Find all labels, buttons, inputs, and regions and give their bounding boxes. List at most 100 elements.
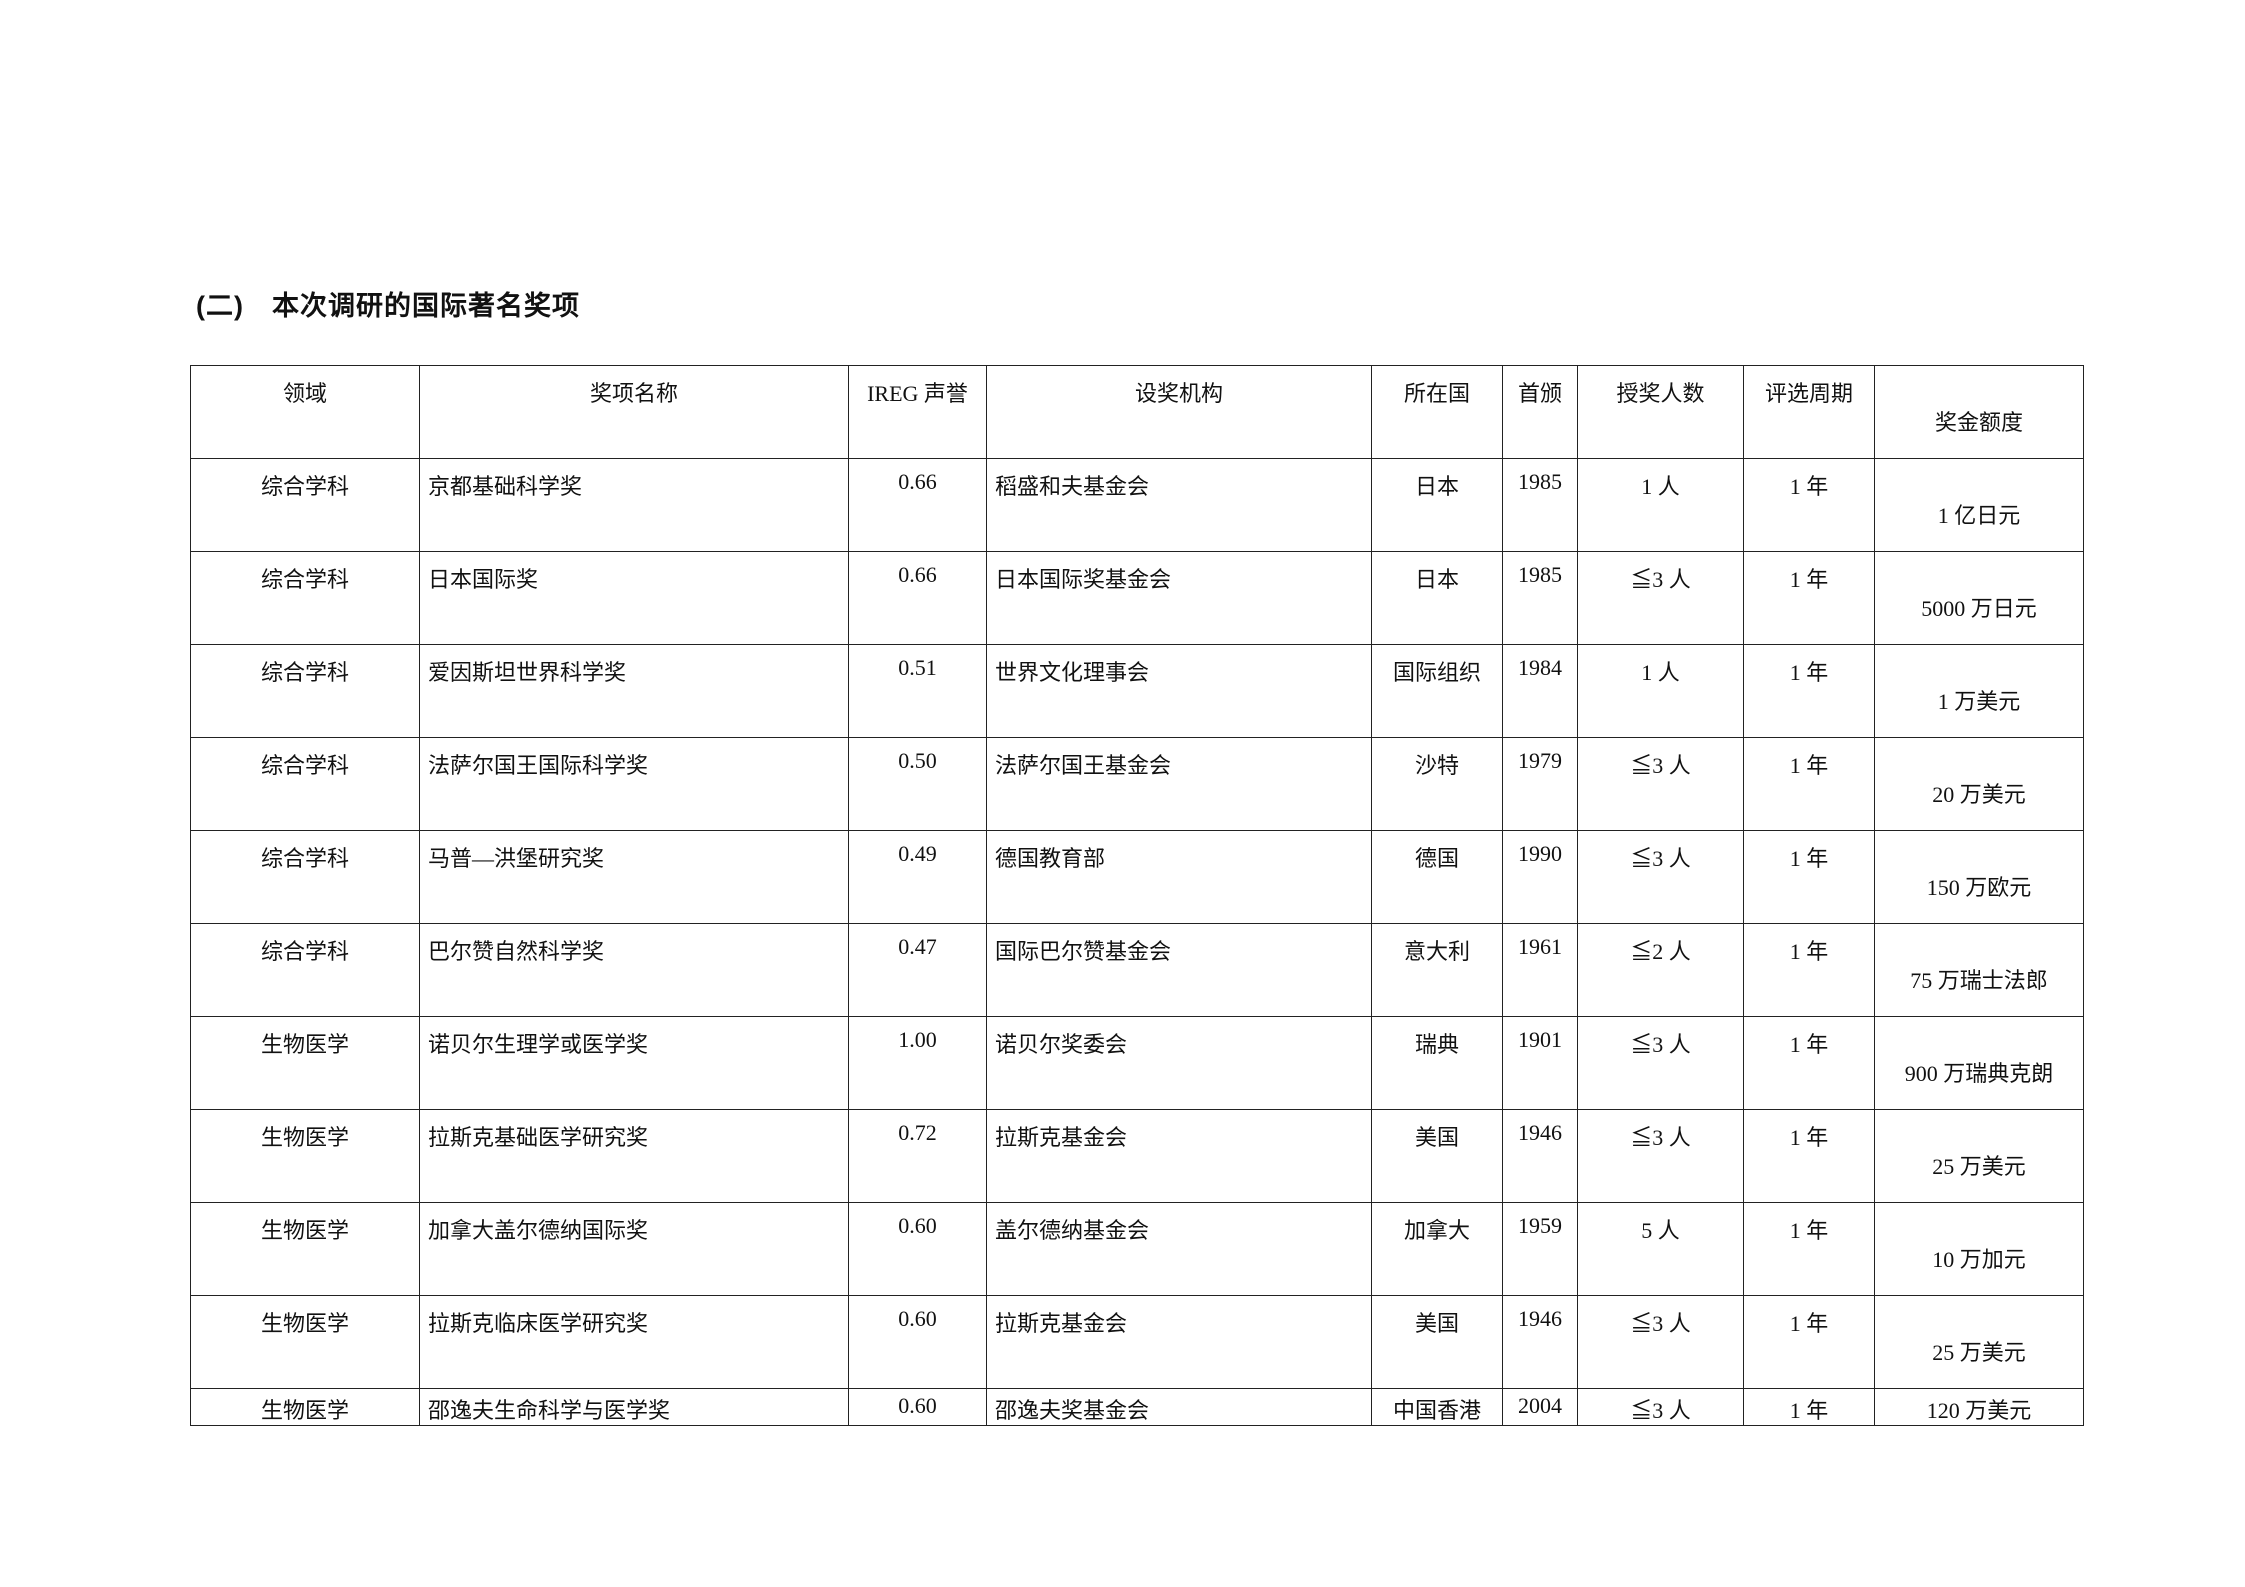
cell-country: 意大利 xyxy=(1371,923,1503,1017)
header-country: 所在国 xyxy=(1371,365,1503,459)
cell-award-name: 日本国际奖 xyxy=(419,551,849,645)
cell-first-year: 1990 xyxy=(1502,830,1578,924)
cell-prize: 10 万加元 xyxy=(1874,1202,2084,1296)
cell-winners: ≦3 人 xyxy=(1577,1295,1744,1389)
table-header-row: 领域 奖项名称 IREG 声誉 设奖机构 所在国 首颁 授奖人数 评选周期 奖金… xyxy=(190,365,2084,459)
cell-organization: 世界文化理事会 xyxy=(986,644,1372,738)
cell-award-name: 拉斯克基础医学研究奖 xyxy=(419,1109,849,1203)
cell-organization: 邵逸夫奖基金会 xyxy=(986,1388,1372,1426)
header-first-year: 首颁 xyxy=(1502,365,1578,459)
cell-first-year: 1985 xyxy=(1502,458,1578,552)
cell-first-year: 1984 xyxy=(1502,644,1578,738)
cell-organization: 诺贝尔奖委会 xyxy=(986,1016,1372,1110)
cell-country: 瑞典 xyxy=(1371,1016,1503,1110)
cell-organization: 法萨尔国王基金会 xyxy=(986,737,1372,831)
cell-first-year: 1946 xyxy=(1502,1295,1578,1389)
header-winners: 授奖人数 xyxy=(1577,365,1744,459)
cell-country: 中国香港 xyxy=(1371,1388,1503,1426)
header-prize: 奖金额度 xyxy=(1874,365,2084,459)
cell-organization: 国际巴尔赞基金会 xyxy=(986,923,1372,1017)
cell-field: 生物医学 xyxy=(190,1202,420,1296)
cell-field: 综合学科 xyxy=(190,551,420,645)
cell-award-name: 马普—洪堡研究奖 xyxy=(419,830,849,924)
cell-winners: ≦3 人 xyxy=(1577,1388,1744,1426)
cell-ireg: 0.72 xyxy=(848,1109,987,1203)
cell-ireg: 0.47 xyxy=(848,923,987,1017)
cell-ireg: 0.51 xyxy=(848,644,987,738)
cell-cycle: 1 年 xyxy=(1743,1295,1875,1389)
cell-award-name: 爱因斯坦世界科学奖 xyxy=(419,644,849,738)
cell-prize: 120 万美元 xyxy=(1874,1388,2084,1426)
cell-award-name: 法萨尔国王国际科学奖 xyxy=(419,737,849,831)
cell-country: 沙特 xyxy=(1371,737,1503,831)
cell-field: 生物医学 xyxy=(190,1109,420,1203)
cell-award-name: 拉斯克临床医学研究奖 xyxy=(419,1295,849,1389)
cell-ireg: 0.60 xyxy=(848,1388,987,1426)
cell-country: 日本 xyxy=(1371,551,1503,645)
cell-prize: 1 万美元 xyxy=(1874,644,2084,738)
cell-prize: 900 万瑞典克朗 xyxy=(1874,1016,2084,1110)
cell-prize: 150 万欧元 xyxy=(1874,830,2084,924)
cell-first-year: 1959 xyxy=(1502,1202,1578,1296)
cell-ireg: 0.66 xyxy=(848,551,987,645)
cell-prize: 5000 万日元 xyxy=(1874,551,2084,645)
cell-ireg: 0.50 xyxy=(848,737,987,831)
cell-award-name: 京都基础科学奖 xyxy=(419,458,849,552)
cell-country: 国际组织 xyxy=(1371,644,1503,738)
cell-award-name: 巴尔赞自然科学奖 xyxy=(419,923,849,1017)
cell-ireg: 1.00 xyxy=(848,1016,987,1110)
header-field: 领域 xyxy=(190,365,420,459)
cell-award-name: 加拿大盖尔德纳国际奖 xyxy=(419,1202,849,1296)
cell-award-name: 邵逸夫生命科学与医学奖 xyxy=(419,1388,849,1426)
cell-organization: 拉斯克基金会 xyxy=(986,1109,1372,1203)
cell-first-year: 1985 xyxy=(1502,551,1578,645)
cell-prize: 25 万美元 xyxy=(1874,1295,2084,1389)
cell-field: 生物医学 xyxy=(190,1016,420,1110)
cell-first-year: 1961 xyxy=(1502,923,1578,1017)
cell-winners: ≦3 人 xyxy=(1577,830,1744,924)
cell-organization: 日本国际奖基金会 xyxy=(986,551,1372,645)
cell-organization: 德国教育部 xyxy=(986,830,1372,924)
cell-country: 美国 xyxy=(1371,1109,1503,1203)
cell-cycle: 1 年 xyxy=(1743,644,1875,738)
cell-prize: 20 万美元 xyxy=(1874,737,2084,831)
cell-award-name: 诺贝尔生理学或医学奖 xyxy=(419,1016,849,1110)
header-cycle: 评选周期 xyxy=(1743,365,1875,459)
cell-country: 美国 xyxy=(1371,1295,1503,1389)
cell-cycle: 1 年 xyxy=(1743,1016,1875,1110)
awards-table: 领域 奖项名称 IREG 声誉 设奖机构 所在国 首颁 授奖人数 评选周期 奖金… xyxy=(190,365,2084,1426)
cell-field: 综合学科 xyxy=(190,458,420,552)
cell-cycle: 1 年 xyxy=(1743,551,1875,645)
cell-cycle: 1 年 xyxy=(1743,1202,1875,1296)
cell-country: 加拿大 xyxy=(1371,1202,1503,1296)
cell-winners: ≦2 人 xyxy=(1577,923,1744,1017)
cell-field: 综合学科 xyxy=(190,737,420,831)
header-organization: 设奖机构 xyxy=(986,365,1372,459)
cell-winners: 1 人 xyxy=(1577,458,1744,552)
cell-field: 综合学科 xyxy=(190,830,420,924)
cell-field: 综合学科 xyxy=(190,923,420,1017)
section-title: (二) 本次调研的国际著名奖项 xyxy=(196,291,580,321)
cell-ireg: 0.60 xyxy=(848,1202,987,1296)
cell-cycle: 1 年 xyxy=(1743,458,1875,552)
cell-ireg: 0.49 xyxy=(848,830,987,924)
cell-field: 综合学科 xyxy=(190,644,420,738)
cell-first-year: 1946 xyxy=(1502,1109,1578,1203)
header-ireg: IREG 声誉 xyxy=(848,365,987,459)
cell-first-year: 1901 xyxy=(1502,1016,1578,1110)
cell-organization: 稻盛和夫基金会 xyxy=(986,458,1372,552)
cell-cycle: 1 年 xyxy=(1743,737,1875,831)
cell-prize: 1 亿日元 xyxy=(1874,458,2084,552)
cell-winners: 5 人 xyxy=(1577,1202,1744,1296)
header-award-name: 奖项名称 xyxy=(419,365,849,459)
cell-winners: ≦3 人 xyxy=(1577,737,1744,831)
